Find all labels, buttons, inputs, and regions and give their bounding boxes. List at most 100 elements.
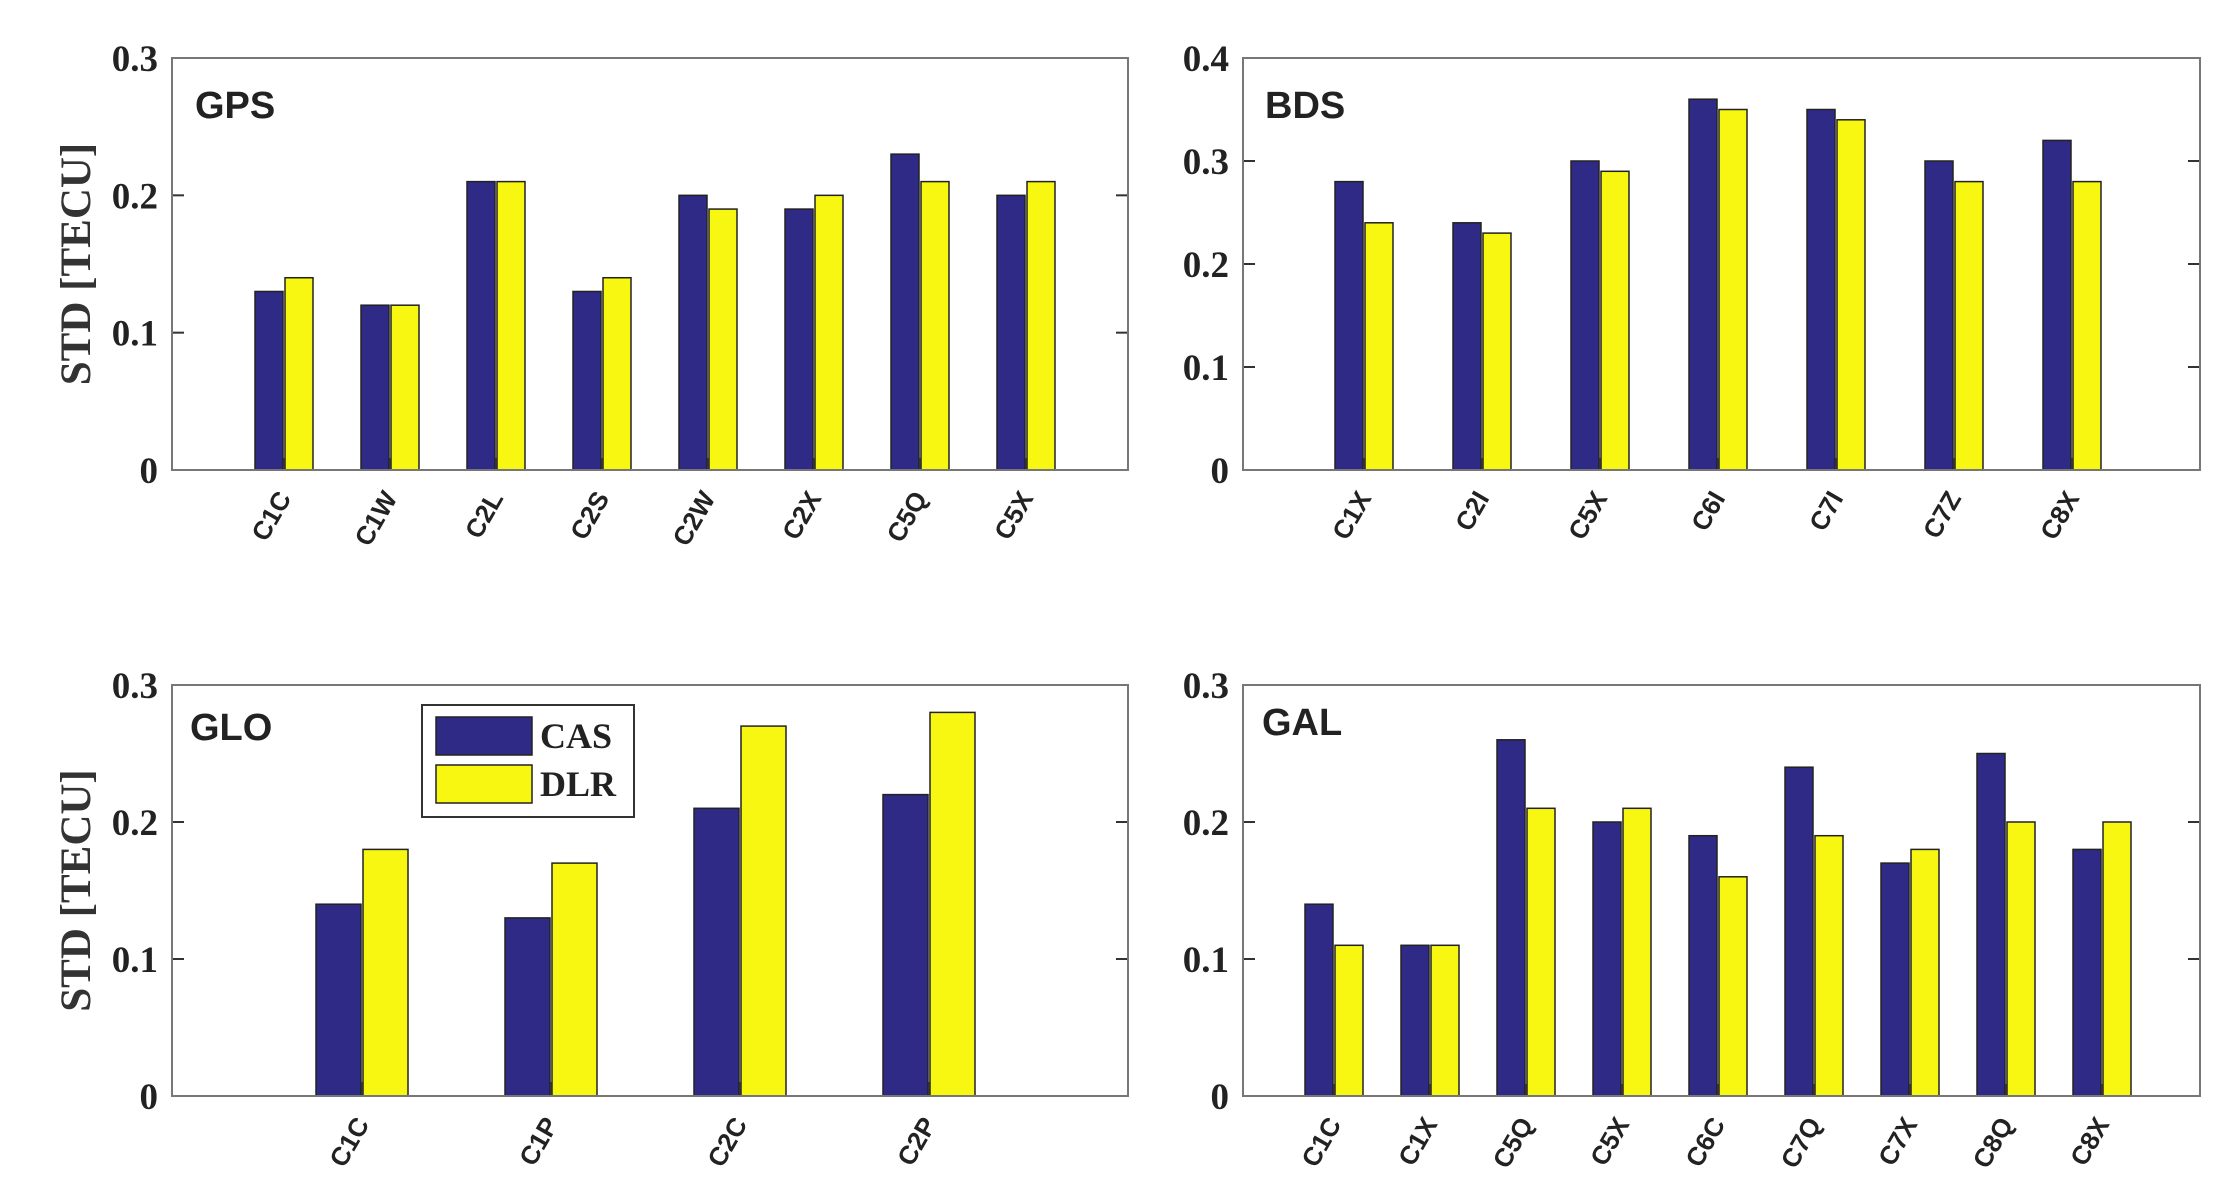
panel-bds: C1X C2I C5X C6I C7I C7Z C8X 0 0.1 0.2 0.3 0.4 BDS: [1183, 39, 2201, 545]
x-tick-label: C1C: [245, 486, 297, 546]
bar-cas-c5q: [1496, 739, 1526, 1097]
y-axis-label: STD [TECU]: [53, 143, 100, 386]
x-tick-label: C2X: [776, 485, 828, 544]
y-tick-label: 0: [140, 451, 159, 492]
x-tick-label: C2I: [1449, 486, 1495, 536]
x-tick-label: C7I: [1803, 486, 1849, 536]
bar-dlr-c2p: [929, 711, 976, 1097]
y-tick-label: 0.3: [1183, 142, 1229, 183]
bar-dlr-c1x: [1430, 944, 1460, 1097]
plot-frame: [171, 57, 1129, 471]
y-tick-label: 0.1: [1183, 940, 1229, 981]
y-tick-label: 0.2: [112, 803, 158, 844]
x-tick-label: C6C: [1679, 1112, 1731, 1172]
y-tick-label: 0.1: [112, 940, 158, 981]
bar-cas-c5x: [1592, 821, 1622, 1097]
x-tick-label: C2W: [666, 486, 721, 551]
x-tick-label: C1P: [513, 1112, 564, 1171]
y-tick-label: 0.2: [1183, 245, 1229, 286]
x-tick-label: C5X: [988, 485, 1040, 544]
x-tick-label: C8X: [2064, 1111, 2116, 1170]
y-tick-label: 0.1: [1183, 348, 1229, 389]
bar-cas-c6i: [1688, 98, 1718, 471]
plot-frame: [1242, 57, 2201, 471]
bar-dlr-c7i: [1836, 119, 1866, 471]
plot-frame: [1242, 684, 2201, 1097]
bar-dlr-c5x: [1026, 180, 1056, 471]
plot-frame: [171, 684, 1129, 1097]
legend: CAS DLR: [421, 704, 635, 818]
bar-dlr-c2x: [814, 194, 844, 471]
x-tick-label: C6I: [1685, 486, 1731, 536]
bar-cas-c2x: [784, 208, 814, 471]
bar-dlr-c2i: [1482, 232, 1512, 471]
x-tick-label: C1C: [1295, 1112, 1347, 1172]
bar-cas-c1x: [1334, 180, 1364, 471]
y-tick-label: 0: [140, 1077, 159, 1118]
bar-cas-c5x: [996, 194, 1026, 471]
bar-cas-c7x: [1880, 862, 1910, 1097]
bar-cas-c7q: [1784, 766, 1814, 1097]
bar-cas-c1x: [1400, 944, 1430, 1097]
y-tick-label: 0: [1211, 451, 1230, 492]
y-tick-label: 0.2: [1183, 803, 1229, 844]
bar-cas-c1c: [1304, 903, 1334, 1097]
bar-dlr-c2s: [602, 276, 632, 471]
bar-dlr-c8x: [2102, 821, 2132, 1097]
bar-dlr-c5x: [1622, 807, 1652, 1097]
bar-dlr-c6i: [1718, 108, 1748, 471]
panel-title: GPS: [195, 85, 275, 127]
bar-cas-c5x: [1570, 160, 1600, 471]
y-tick-label: 0.3: [112, 39, 158, 80]
bar-dlr-c1p: [551, 862, 598, 1097]
x-tick-label: C2S: [564, 486, 615, 545]
y-tick-label: 0.1: [112, 314, 158, 355]
x-tick-label: C7Q: [1774, 1112, 1827, 1173]
x-tick-label: C1C: [323, 1112, 375, 1172]
panel-glo: C1C C1P C2C C2P 0 0.1 0.2 0.3 GLO STD [TECU]: [53, 666, 1129, 1172]
bar-cas-c5q: [890, 153, 920, 471]
bar-dlr-c6c: [1718, 876, 1748, 1097]
bar-dlr-c2c: [740, 725, 787, 1097]
x-tick-label: C1W: [348, 486, 403, 551]
bar-cas-c1p: [504, 917, 551, 1097]
y-tick-label: 0.3: [112, 666, 158, 707]
legend-label-dlr: DLR: [540, 764, 617, 804]
legend-label-cas: CAS: [540, 716, 612, 756]
panel-gal: C1C C1X C5Q C5X C6C C7Q C7X C8Q C8X 0 0.1 0.2 0.3 GAL: [1183, 666, 2201, 1173]
bar-dlr-c7z: [1954, 180, 1984, 471]
x-tick-label: C5X: [1562, 485, 1614, 544]
bar-cas-c2w: [678, 194, 708, 471]
y-axis-label: STD [TECU]: [53, 769, 100, 1012]
bar-dlr-c5q: [920, 180, 950, 471]
bar-dlr-c2l: [496, 180, 526, 471]
bar-dlr-c2w: [708, 208, 738, 471]
x-tick-label: C5Q: [880, 486, 933, 547]
x-tick-label: C5Q: [1486, 1112, 1539, 1173]
bar-cas-c6c: [1688, 834, 1718, 1097]
x-tick-label: C8X: [2034, 485, 2086, 544]
bar-cas-c1w: [360, 304, 390, 471]
legend-swatch-dlr: [435, 764, 533, 804]
legend-swatch-cas: [435, 716, 533, 756]
bar-cas-c2i: [1452, 222, 1482, 471]
bar-cas-c2l: [466, 180, 496, 471]
bar-cas-c7i: [1806, 108, 1836, 471]
bar-dlr-c5q: [1526, 807, 1556, 1097]
bar-dlr-c1c: [362, 848, 409, 1097]
panel-gps: C1C C1W C2L C2S C2W C2X C5Q C5X 0 0.1 0.2 0.3 GPS STD…: [53, 39, 1129, 551]
bar-dlr-c5x: [1600, 170, 1630, 471]
bar-cas-c2c: [693, 807, 740, 1097]
x-tick-label: C2C: [701, 1112, 753, 1172]
bar-cas-c1c: [254, 290, 284, 471]
x-tick-label: C1X: [1392, 1111, 1444, 1170]
x-tick-label: C2L: [459, 486, 510, 544]
x-tick-label: C2P: [891, 1112, 942, 1171]
bar-dlr-c8x: [2072, 180, 2102, 471]
bar-dlr-c7x: [1910, 848, 1940, 1097]
bar-cas-c2s: [572, 290, 602, 471]
y-tick-label: 0.3: [1183, 666, 1229, 707]
panel-title: BDS: [1265, 85, 1345, 127]
